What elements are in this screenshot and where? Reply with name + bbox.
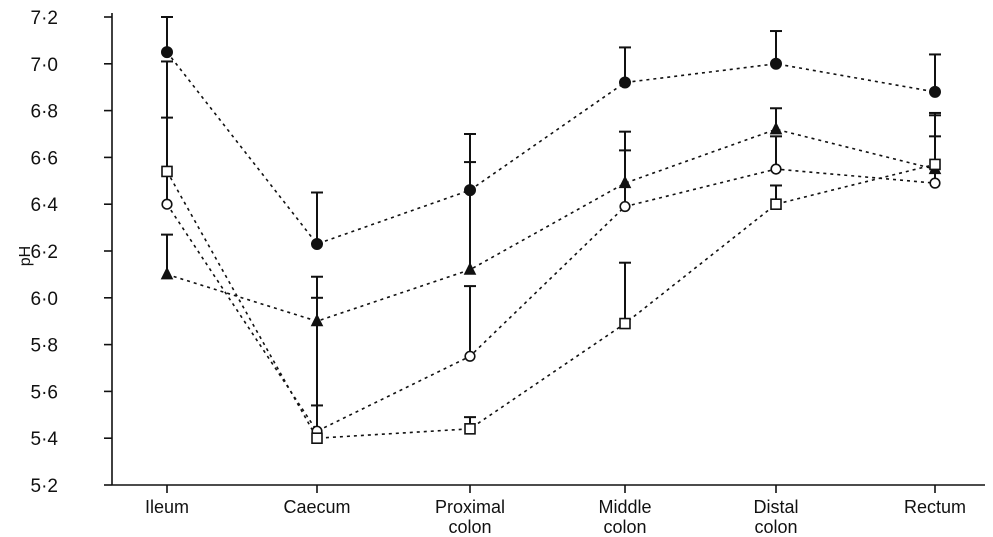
y-tick-label: 6·0 (31, 289, 58, 310)
data-point (311, 432, 323, 445)
y-tick-label: 5·6 (31, 382, 58, 403)
series-line-filled-circle (166, 51, 936, 245)
data-point (464, 350, 476, 362)
y-tick-label: 6·6 (31, 148, 58, 169)
x-tick-label: colon (448, 517, 491, 537)
x-tick-label: Caecum (283, 497, 350, 517)
x-tick-label: Rectum (904, 497, 966, 517)
y-tick-label: 5·2 (31, 476, 58, 497)
data-point (619, 317, 631, 330)
data-point (770, 198, 782, 210)
axes: 5·2 5·4 5·6 5·8 6·0 6·2 6·4 6·6 6·8 7·0 7·2 Ileum Ca… (31, 8, 985, 537)
data-point (464, 423, 476, 435)
y-tick-label: 6·8 (31, 102, 58, 123)
data-point (463, 262, 477, 275)
data-point (464, 184, 476, 197)
y-tick-label: 6·4 (31, 195, 59, 216)
data-point (769, 121, 783, 135)
data-point (619, 76, 631, 89)
series-line-open-circle (166, 168, 936, 433)
y-tick-label: 7·2 (31, 8, 58, 29)
data-point (311, 237, 323, 250)
y-tick-label: 5·4 (31, 429, 59, 450)
data-point (929, 85, 941, 98)
error-bars (161, 16, 941, 439)
series-line-open-square (166, 163, 936, 440)
data-point (770, 163, 782, 175)
y-tick-label: 7·0 (31, 55, 58, 76)
data-point (619, 200, 631, 213)
x-tick-label: colon (754, 517, 797, 537)
data-point (161, 165, 173, 178)
data-point (770, 57, 782, 70)
x-tick-label: Ileum (145, 497, 189, 517)
data-point (929, 177, 941, 189)
y-tick-label: 6·2 (31, 242, 58, 263)
y-axis-title: pH (17, 246, 34, 266)
x-tick-label: colon (603, 517, 646, 537)
data-point (310, 313, 324, 327)
data-point (929, 158, 941, 171)
data-markers (160, 46, 942, 445)
y-tick-label: 5·8 (31, 336, 58, 357)
x-tick-label: Proximal (435, 497, 505, 517)
x-tick-label: Middle (598, 497, 651, 517)
series-line-filled-triangle (166, 128, 936, 323)
data-point (161, 198, 173, 210)
x-tick-label: Distal (753, 497, 798, 517)
series-lines (166, 51, 936, 440)
data-point (161, 46, 173, 59)
data-point (160, 266, 174, 280)
data-point (618, 175, 632, 189)
